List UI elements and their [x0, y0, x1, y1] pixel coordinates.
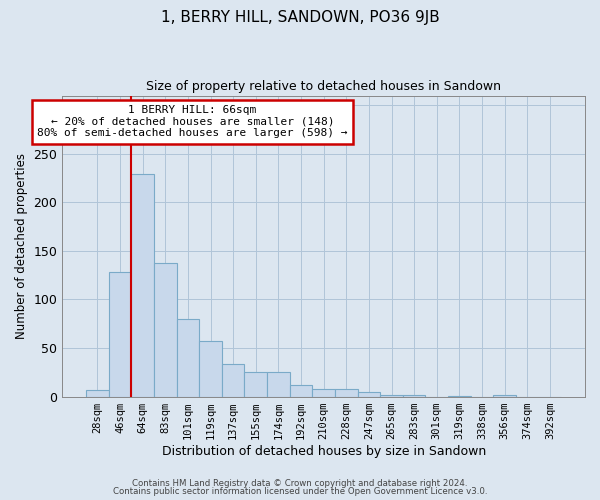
Y-axis label: Number of detached properties: Number of detached properties	[15, 153, 28, 339]
Bar	[86, 390, 109, 396]
Bar	[109, 272, 131, 396]
Bar	[403, 394, 425, 396]
Bar	[199, 341, 222, 396]
Text: 1 BERRY HILL: 66sqm
← 20% of detached houses are smaller (148)
80% of semi-detac: 1 BERRY HILL: 66sqm ← 20% of detached ho…	[37, 106, 347, 138]
Bar	[154, 262, 176, 396]
Bar	[176, 319, 199, 396]
Bar	[244, 372, 267, 396]
Text: 1, BERRY HILL, SANDOWN, PO36 9JB: 1, BERRY HILL, SANDOWN, PO36 9JB	[161, 10, 439, 25]
Bar	[290, 385, 313, 396]
X-axis label: Distribution of detached houses by size in Sandown: Distribution of detached houses by size …	[161, 444, 486, 458]
Bar	[131, 174, 154, 396]
Bar	[222, 364, 244, 396]
Bar	[267, 372, 290, 396]
Bar	[335, 389, 358, 396]
Bar	[358, 392, 380, 396]
Bar	[313, 389, 335, 396]
Text: Contains HM Land Registry data © Crown copyright and database right 2024.: Contains HM Land Registry data © Crown c…	[132, 478, 468, 488]
Text: Contains public sector information licensed under the Open Government Licence v3: Contains public sector information licen…	[113, 487, 487, 496]
Title: Size of property relative to detached houses in Sandown: Size of property relative to detached ho…	[146, 80, 501, 93]
Bar	[493, 394, 516, 396]
Bar	[380, 394, 403, 396]
